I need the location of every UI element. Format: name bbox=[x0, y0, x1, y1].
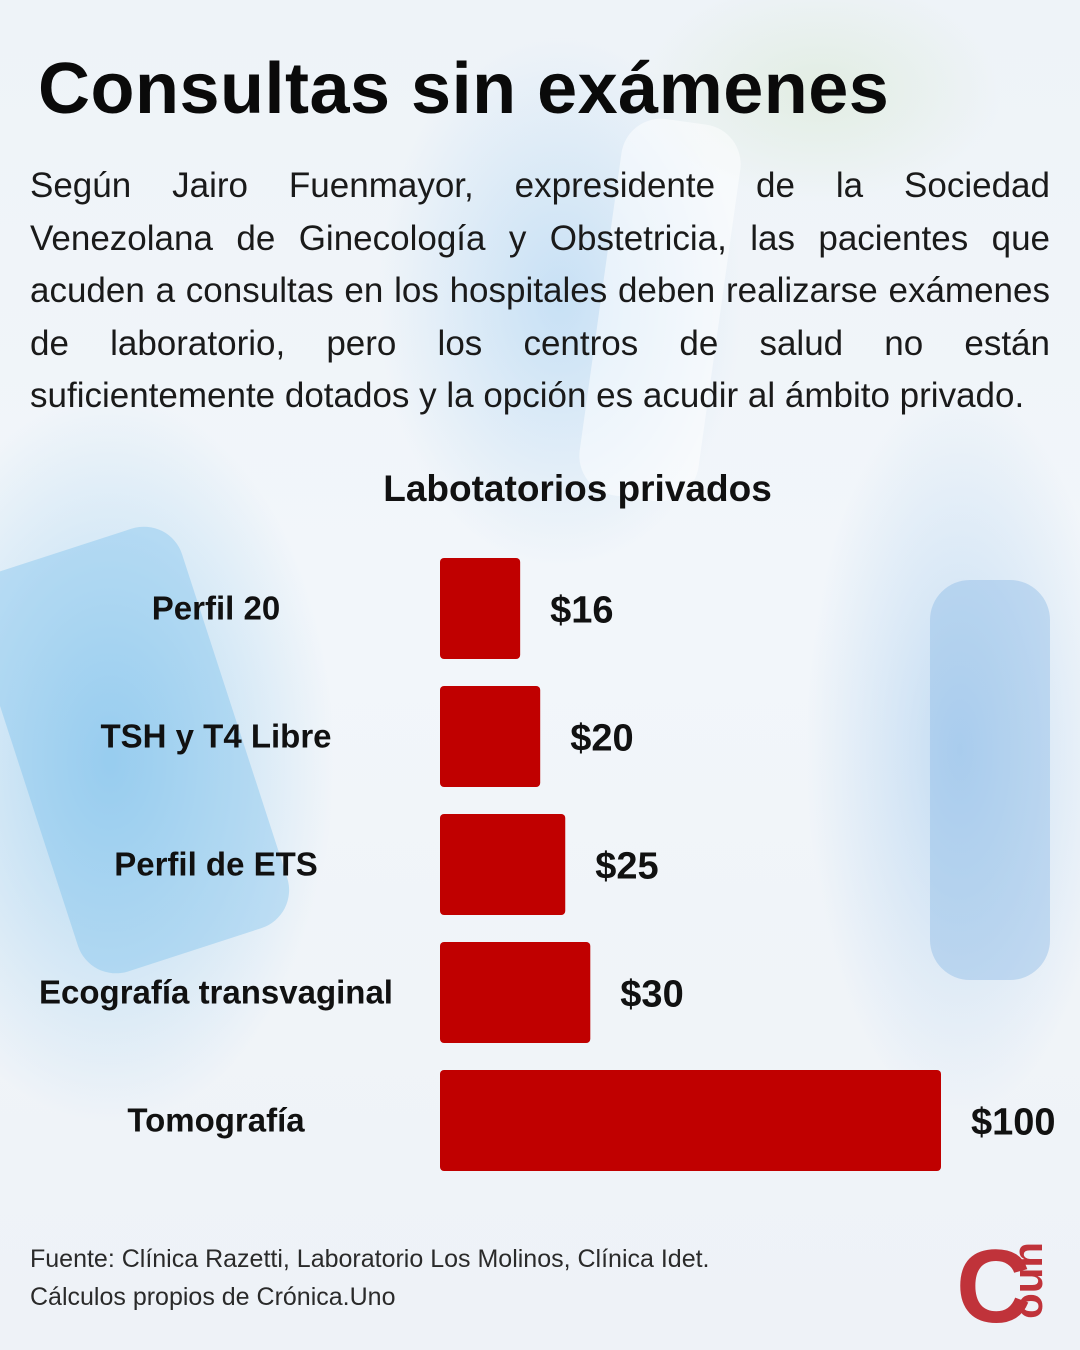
cronica-uno-logo: C uno bbox=[956, 1240, 1056, 1332]
background-bottle-shape bbox=[930, 580, 1050, 980]
source-line-1: Fuente: Clínica Razetti, Laboratorio Los… bbox=[30, 1245, 710, 1273]
bar-5 bbox=[440, 1070, 941, 1171]
category-label-1: Perfil 20 bbox=[152, 590, 280, 627]
source-line-2: Cálculos propios de Crónica.Uno bbox=[30, 1283, 396, 1311]
value-label-3: $25 bbox=[595, 846, 658, 888]
source-note: Fuente: Clínica Razetti, Laboratorio Los… bbox=[30, 1240, 710, 1316]
category-label-4: Ecografía transvaginal bbox=[39, 974, 393, 1011]
bar-3 bbox=[440, 814, 566, 915]
category-label-2: TSH y T4 Libre bbox=[100, 718, 331, 755]
bar-1 bbox=[440, 558, 521, 659]
value-label-1: $16 bbox=[550, 590, 613, 632]
value-label-5: $100 bbox=[971, 1102, 1056, 1144]
value-label-2: $20 bbox=[570, 718, 633, 760]
category-label-3: Perfil de ETS bbox=[114, 846, 318, 883]
logo-uno-text: uno bbox=[1011, 1242, 1056, 1319]
chart-title: Labotatorios privados bbox=[383, 468, 772, 509]
value-label-4: $30 bbox=[620, 974, 683, 1016]
category-label-5: Tomografía bbox=[127, 1102, 305, 1139]
logo-letter-c: C bbox=[956, 1240, 1031, 1332]
intro-paragraph: Según Jairo Fuenmayor, expresidente de l… bbox=[30, 166, 1050, 415]
bar-2 bbox=[440, 686, 541, 787]
bar-4 bbox=[440, 942, 591, 1043]
page-title: Consultas sin exámenes bbox=[38, 49, 890, 129]
